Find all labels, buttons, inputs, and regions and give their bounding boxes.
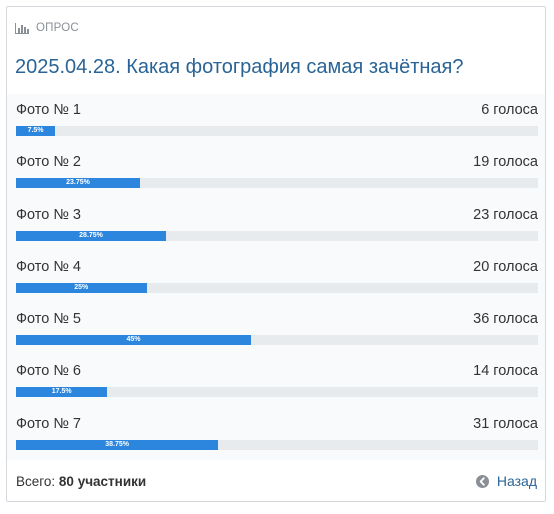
- poll-option-bar-fill: 25%: [16, 282, 147, 293]
- poll-option-votes: 23 голоса: [473, 206, 538, 223]
- poll-option: Фото № 1 6 голоса 7.5%: [7, 94, 545, 146]
- poll-options: Фото № 1 6 голоса 7.5% Фото № 2 19 голоса 23.…: [7, 94, 545, 461]
- poll-option: Фото № 6 14 голоса 17.5%: [7, 355, 545, 407]
- poll-option: Фото № 4 20 голоса 25%: [7, 251, 545, 303]
- poll-option-percent: 7.5%: [27, 127, 44, 134]
- poll-option-bar-fill: 17.5%: [16, 387, 108, 398]
- poll-option: Фото № 2 19 голоса 23.75%: [7, 146, 545, 198]
- poll-header: ОПРОС: [15, 20, 79, 36]
- poll-option-label: Фото № 6: [16, 363, 81, 380]
- poll-option-bar-fill: 7.5%: [16, 126, 56, 136]
- poll-option-label: Фото № 4: [16, 258, 81, 275]
- poll-option-bar-fill: 38.75%: [16, 439, 219, 450]
- poll-option-votes: 31 голоса: [473, 415, 538, 432]
- poll-option-percent: 45%: [126, 336, 141, 344]
- poll-option-votes: 20 голоса: [473, 258, 538, 275]
- poll-option-bar-fill: 23.75%: [16, 178, 140, 189]
- poll-option-label: Фото № 7: [16, 415, 81, 432]
- poll-total-value: 80 участники: [58, 474, 147, 489]
- poll-option-bar-fill: 28.75%: [16, 230, 167, 241]
- poll-total-label: Всего:: [16, 474, 56, 489]
- back-link-label: Назад: [496, 473, 537, 489]
- arrow-left-circle-icon: [475, 474, 489, 488]
- poll-option-percent: 38.75%: [105, 440, 129, 448]
- poll-option-bar-fill: 45%: [16, 335, 251, 346]
- poll-option: Фото № 3 23 голоса 28.75%: [7, 199, 545, 251]
- poll-option-bar-track: 23.75%: [16, 178, 538, 189]
- poll-option-percent: 23.75%: [66, 179, 90, 187]
- poll-option-votes: 6 голоса: [481, 102, 538, 118]
- poll-option-label: Фото № 1: [16, 102, 81, 118]
- bar-chart-icon: [15, 22, 29, 34]
- poll-option-votes: 36 голоса: [473, 311, 538, 328]
- poll-option-percent: 25%: [74, 283, 89, 291]
- poll-card: ОПРОС 2025.04.28. Какая фотография самая…: [6, 6, 546, 502]
- poll-option-bar-track: 17.5%: [16, 387, 538, 398]
- poll-header-label: ОПРОС: [36, 22, 79, 34]
- poll-option-bar-track: 28.75%: [16, 230, 538, 241]
- poll-total: Всего: 80 участники: [16, 474, 146, 489]
- poll-option-label: Фото № 3: [16, 206, 81, 223]
- poll-option-label: Фото № 2: [16, 154, 81, 171]
- poll-option-bar-track: 45%: [16, 335, 538, 346]
- poll-option-votes: 14 голоса: [473, 363, 538, 380]
- poll-option-bar-track: 38.75%: [16, 439, 538, 450]
- poll-option-percent: 17.5%: [51, 388, 72, 396]
- poll-option-bar-track: 25%: [16, 282, 538, 293]
- poll-option: Фото № 7 31 голоса 38.75%: [7, 408, 545, 460]
- back-link[interactable]: Назад: [475, 473, 537, 489]
- poll-title: 2025.04.28. Какая фотография самая зачёт…: [15, 56, 464, 78]
- poll-option-label: Фото № 5: [16, 311, 81, 328]
- poll-option-bar-track: 7.5%: [16, 126, 538, 136]
- poll-option-percent: 28.75%: [79, 231, 103, 239]
- poll-option-votes: 19 голоса: [473, 154, 538, 171]
- poll-option: Фото № 5 36 голоса 45%: [7, 303, 545, 355]
